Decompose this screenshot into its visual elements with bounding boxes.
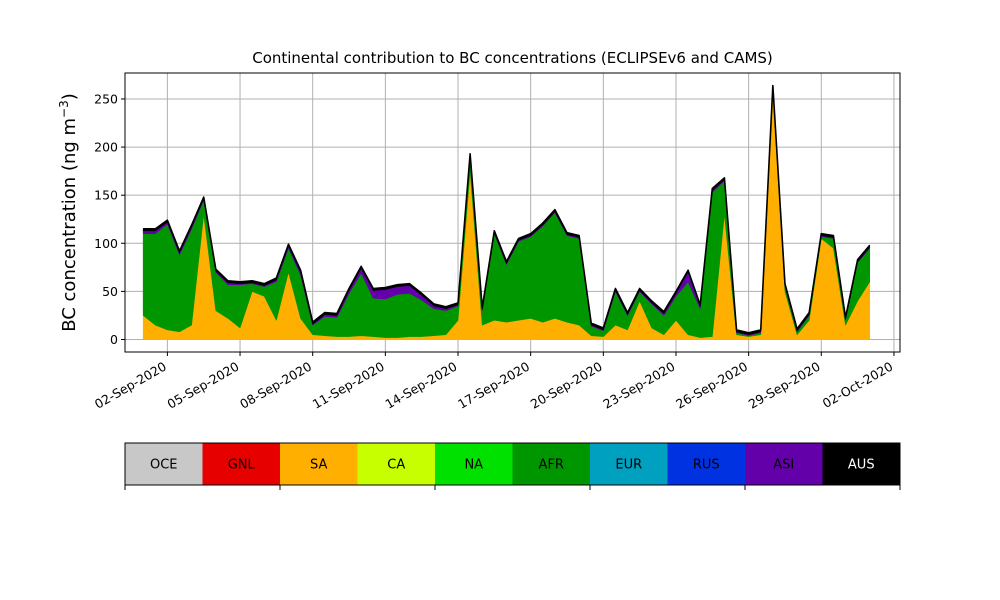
legend-swatch-gnl [202,443,281,485]
plot-area [124,72,901,353]
y-axis-label-close: ) [59,93,80,100]
legend-label-aus: AUS [848,458,875,473]
legend-label-afr: AFR [539,458,564,473]
legend-label-sa: SA [310,458,327,473]
y-tick-label: 0 [110,332,118,347]
legend-label-ca: CA [387,458,405,473]
legend-swatch-na [435,443,513,485]
y-axis-label: BC concentration (ng m−3) [57,93,80,332]
legend-swatch-ca [357,443,436,485]
y-tick-label: 50 [102,284,118,299]
legend-label-rus: RUS [693,458,720,473]
plot-frame [124,72,901,353]
y-axis-label-sup: −3 [57,100,71,118]
legend-label-asi: ASI [773,458,794,473]
legend-frame [124,442,901,486]
legend-swatch-afr [512,443,591,485]
legend-swatch-asi [745,443,823,485]
stacked-areas [142,84,871,340]
y-tick-label: 200 [94,140,118,155]
legend-swatch-oce [125,443,203,485]
series-line-total [143,84,871,334]
chart-title: Continental contribution to BC concentra… [252,49,773,67]
y-tick-label: 100 [94,236,118,251]
legend-label-oce: OCE [150,458,178,473]
legend-swatch-eur [590,443,668,485]
legend-swatch-sa [280,443,358,485]
legend-swatch-aus [822,443,901,485]
legend-label-eur: EUR [615,458,642,473]
legend-swatch-rus [667,443,746,485]
y-axis-label-text: BC concentration (ng m [59,118,80,332]
y-tick-label: 150 [94,188,118,203]
legend-colorbar: OCE GNL SA CA NA AFR EUR RUS ASI AUS [124,442,901,490]
legend-label-na: NA [464,458,483,473]
legend-label-gnl: GNL [228,458,256,473]
y-axis: 0 50 100 150 200 250 [94,91,125,347]
y-tick-label: 250 [94,91,118,106]
